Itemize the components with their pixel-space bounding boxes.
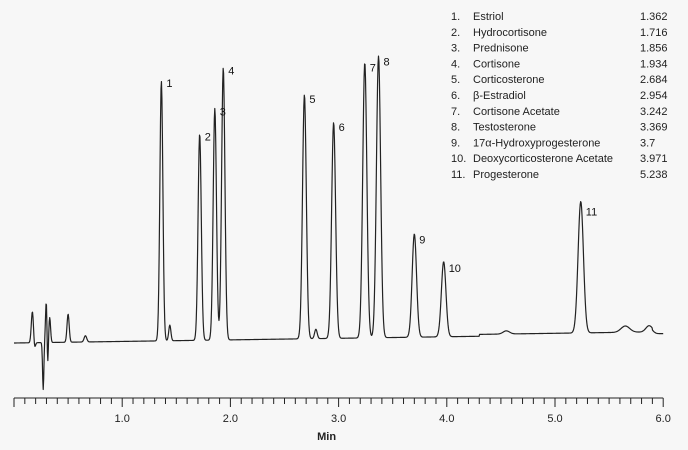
- trace-layer: [13, 55, 664, 391]
- legend-number: 5.: [451, 74, 460, 86]
- legend-number: 2.: [451, 27, 460, 39]
- legend-compound-name: Testosterone: [473, 122, 536, 134]
- legend-retention-time: 3.242: [640, 106, 668, 118]
- x-tick-label: 2.0: [223, 413, 238, 425]
- legend-compound-name: β-Estradiol: [473, 90, 526, 102]
- legend-retention-time: 3.971: [640, 153, 668, 165]
- legend-retention-time: 1.934: [640, 58, 668, 70]
- peak-label-11: 11: [586, 207, 597, 219]
- x-tick-label: 4.0: [439, 413, 454, 425]
- peak-label-6: 6: [339, 122, 345, 134]
- legend-number: 8.: [451, 122, 460, 134]
- legend-row: 11. Progesterone 5.238: [451, 169, 668, 181]
- legend-compound-name: Deoxycorticosterone Acetate: [473, 153, 613, 165]
- legend-row: 1. Estriol 1.362: [451, 11, 668, 23]
- legend-retention-time: 5.238: [640, 169, 668, 181]
- legend-retention-time: 2.684: [640, 74, 668, 86]
- peak-label-1: 1: [166, 78, 172, 90]
- x-tick-label: 1.0: [115, 413, 130, 425]
- peak-labels: 1 2 3 4 5 6 78 9 10 11: [166, 56, 597, 275]
- legend-retention-time: 2.954: [640, 90, 668, 102]
- legend-retention-time: 1.716: [640, 27, 668, 39]
- legend-row: 6. β-Estradiol 2.954: [451, 90, 668, 102]
- x-tick-label: 6.0: [656, 413, 671, 425]
- peak-label-9: 9: [419, 235, 425, 247]
- legend-compound-name: Progesterone: [473, 169, 539, 181]
- legend-compound-name: Estriol: [473, 11, 504, 23]
- legend-row: 7. Cortisone Acetate 3.242: [451, 106, 668, 118]
- legend-row: 10. Deoxycorticosterone Acetate 3.971: [451, 153, 668, 165]
- legend-row: 8. Testosterone 3.369: [451, 122, 668, 134]
- peak-label-5: 5: [309, 94, 315, 106]
- legend-number: 9.: [451, 137, 460, 149]
- legend-retention-time: 3.369: [640, 122, 668, 134]
- peak-label-8: 8: [384, 56, 390, 68]
- legend-compound-name: Prednisone: [473, 43, 529, 55]
- x-axis: 1.0 2.0 3.0 4.0 5.0 6.0 Min: [13, 397, 671, 443]
- legend-compound-name: 17α-Hydroxyprogesterone: [473, 137, 600, 149]
- legend-compound-name: Cortisone: [473, 58, 520, 70]
- chromatogram-trace: [13, 55, 664, 391]
- legend-row: 5. Corticosterone 2.684: [451, 74, 668, 86]
- legend-compound-name: Cortisone Acetate: [473, 106, 560, 118]
- peak-label-2: 2: [205, 131, 211, 143]
- x-axis-title: Min: [317, 431, 336, 443]
- legend-row: 4. Cortisone 1.934: [451, 58, 668, 70]
- legend-retention-time: 1.856: [640, 43, 668, 55]
- legend-row: 3. Prednisone 1.856: [451, 43, 668, 55]
- x-axis-tick-labels: 1.0 2.0 3.0 4.0 5.0 6.0: [115, 413, 671, 425]
- legend-retention-time: 1.362: [640, 11, 668, 23]
- legend-row: 9. 17α-Hydroxyprogesterone 3.7: [451, 137, 655, 149]
- x-axis-ticks: [13, 398, 664, 407]
- peak-legend: 1. Estriol 1.362 2. Hydrocortisone 1.716 3. Pre…: [451, 11, 668, 181]
- legend-number: 10.: [451, 153, 466, 165]
- legend-number: 1.: [451, 11, 460, 23]
- x-tick-label: 5.0: [547, 413, 562, 425]
- legend-row: 2. Hydrocortisone 1.716: [451, 27, 668, 39]
- legend-number: 7.: [451, 106, 460, 118]
- legend-number: 3.: [451, 43, 460, 55]
- legend-compound-name: Corticosterone: [473, 74, 545, 86]
- legend-compound-name: Hydrocortisone: [473, 27, 547, 39]
- x-tick-label: 3.0: [331, 413, 346, 425]
- legend-number: 4.: [451, 58, 460, 70]
- peak-label-10: 10: [449, 263, 461, 275]
- legend-number: 11.: [451, 169, 465, 181]
- peak-label-4: 4: [228, 66, 234, 78]
- peak-label-7: 7: [370, 63, 376, 75]
- legend-number: 6.: [451, 90, 460, 102]
- peak-label-3: 3: [220, 106, 226, 118]
- legend-retention-time: 3.7: [640, 137, 655, 149]
